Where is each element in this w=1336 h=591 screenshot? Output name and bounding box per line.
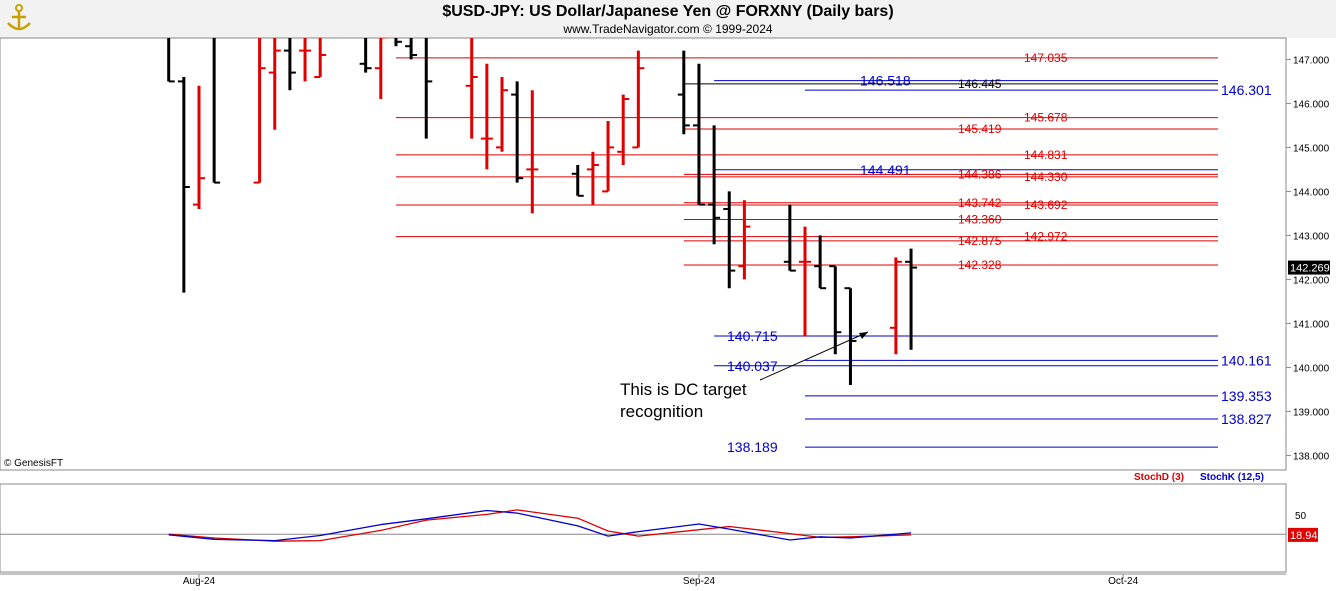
level-label: 145.678: [1024, 111, 1068, 125]
level-label: 146.301: [1221, 82, 1272, 98]
price-plot-area: 147.035 146.518 146.445 146.301 145.678 145.4…: [167, 38, 1272, 455]
level-label: 144.831: [1024, 148, 1068, 162]
level-label: 138.189: [727, 439, 778, 455]
indicator-tick-label: 50: [1295, 511, 1307, 522]
level-label: 142.328: [958, 258, 1002, 272]
x-tick-label: Sep-24: [683, 576, 716, 587]
chart-subtitle: www.TradeNavigator.com © 1999-2024: [563, 22, 773, 36]
stoch-line: [168, 509, 912, 542]
y-tick-label: 139.000: [1293, 407, 1330, 418]
stochd-legend: StochD (3): [1134, 472, 1184, 483]
indicator-panel: [0, 483, 1287, 573]
level-label: 146.518: [860, 73, 911, 89]
level-label: 142.875: [958, 234, 1002, 248]
level-label: 144.386: [958, 167, 1002, 181]
last-price-tag: [1288, 260, 1330, 275]
annotation-line-1: This is DC target: [620, 380, 747, 399]
chart-title: $USD-JPY: US Dollar/Japanese Yen @ FORXN…: [442, 3, 894, 20]
level-label: 143.360: [958, 213, 1002, 227]
level-label: 144.330: [1024, 170, 1068, 184]
x-tick-label: Oct-24: [1108, 576, 1138, 587]
annotation-arrow: [759, 331, 869, 381]
y-tick-label: 140.000: [1293, 363, 1330, 374]
y-tick-label: 144.000: [1293, 187, 1330, 198]
annotation-line-2: recognition: [620, 402, 704, 421]
level-label: 142.972: [1024, 230, 1068, 244]
level-label: 140.715: [727, 328, 778, 344]
stoch-line: [168, 509, 912, 542]
y-tick-label: 138.000: [1293, 451, 1330, 462]
y-tick-label: 147.000: [1293, 55, 1330, 66]
indicator-value-label: 18.94: [1290, 530, 1318, 542]
level-label: 145.419: [958, 122, 1002, 136]
level-label: 143.742: [958, 196, 1002, 210]
last-price-label: 142.269: [1290, 263, 1330, 275]
y-tick-label: 143.000: [1293, 231, 1330, 242]
annotation-arrowhead: [859, 332, 868, 339]
level-label: 146.445: [958, 77, 1002, 91]
level-label: 143.692: [1024, 198, 1068, 212]
copyright-label: © GenesisFT: [4, 458, 64, 469]
level-label: 140.037: [727, 358, 778, 374]
x-tick-label: Aug-24: [183, 576, 216, 587]
annotation-text: This is DC target recognition: [620, 379, 747, 423]
anchor-logo-icon: [7, 4, 31, 31]
level-label: 139.353: [1221, 388, 1272, 404]
y-tick-label: 145.000: [1293, 143, 1330, 154]
level-label: 144.491: [860, 162, 911, 178]
level-label: 138.827: [1221, 411, 1272, 427]
level-label: 147.035: [1024, 51, 1068, 65]
level-label: 140.161: [1221, 352, 1272, 368]
y-tick-label: 142.000: [1293, 275, 1330, 286]
stochk-legend: StochK (12,5): [1200, 472, 1264, 483]
chart-header: $USD-JPY: US Dollar/Japanese Yen @ FORXN…: [0, 0, 1336, 38]
indicator-value-tag: [1288, 527, 1318, 542]
y-tick-label: 141.000: [1293, 319, 1330, 330]
y-tick-label: 146.000: [1293, 99, 1330, 110]
